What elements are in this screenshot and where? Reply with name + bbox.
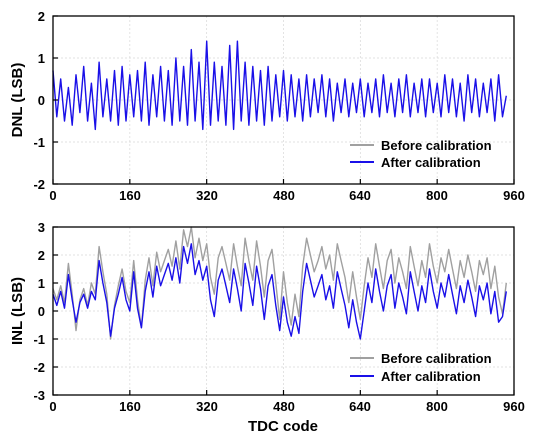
inl-series-line-after xyxy=(52,243,507,340)
inl-x-tick-label: 800 xyxy=(426,399,448,414)
dnl-y-tick-label: 0 xyxy=(38,93,45,108)
inl-y-tick-label: 3 xyxy=(38,220,45,235)
inl-x-tick-label: 0 xyxy=(49,399,56,414)
dnl-y-tick-label: -2 xyxy=(33,177,45,192)
inl-y-tick-label: 1 xyxy=(38,276,45,291)
inl-y-tick-label: -2 xyxy=(33,360,45,375)
inl-series-lines xyxy=(52,226,507,340)
inl-ticks xyxy=(52,226,515,396)
dnl-x-tick-label: 960 xyxy=(503,188,525,203)
inl-y-tick-label: -3 xyxy=(33,388,45,403)
inl-x-tick-label: 960 xyxy=(503,399,525,414)
inl-y-tick-label: -1 xyxy=(33,332,45,347)
dnl-y-tick-label: 1 xyxy=(38,51,45,66)
dnl-legend-label-before: Before calibration xyxy=(381,138,492,153)
dnl-x-tick-label: 480 xyxy=(273,188,295,203)
dnl-x-tick-label: 640 xyxy=(349,188,371,203)
dnl-x-tick-label: 0 xyxy=(49,188,56,203)
dnl-y-tick-label: -1 xyxy=(33,135,45,150)
inl-x-tick-label: 640 xyxy=(349,399,371,414)
dnl-x-tick-label: 800 xyxy=(426,188,448,203)
inl-y-tick-label: 2 xyxy=(38,248,45,263)
inl-x-tick-label: 320 xyxy=(196,399,218,414)
inl-x-tick-label: 160 xyxy=(119,399,141,414)
dnl-legend-label-after: After calibration xyxy=(381,155,481,170)
dnl-series-lines xyxy=(52,40,507,131)
dnl-legend: Before calibration After calibration xyxy=(350,138,492,170)
inl-y-tick-label: 0 xyxy=(38,304,45,319)
inl-legend-label-before: Before calibration xyxy=(381,351,492,366)
inl-series-line-before xyxy=(52,226,507,340)
inl-legend: Before calibration After calibration xyxy=(350,351,492,384)
x-axis-title: TDC code xyxy=(248,418,318,435)
dnl-y-axis-title: DNL (LSB) xyxy=(9,63,26,138)
dnl-x-tick-label: 160 xyxy=(119,188,141,203)
inl-x-tick-label: 480 xyxy=(273,399,295,414)
dnl-series-line-after xyxy=(52,40,507,131)
dnl-y-tick-label: 2 xyxy=(38,9,45,24)
dnl-panel: 0 160 320 480 640 800 960 2 1 0 -1 -2 DN… xyxy=(9,9,525,203)
inl-legend-label-after: After calibration xyxy=(381,369,481,384)
inl-panel: 0 160 320 480 640 800 960 3 2 1 0 -1 -2 … xyxy=(9,220,525,435)
dnl-ticks xyxy=(52,15,515,185)
dnl-x-tick-label: 320 xyxy=(196,188,218,203)
inl-y-axis-title: INL (LSB) xyxy=(9,277,26,345)
